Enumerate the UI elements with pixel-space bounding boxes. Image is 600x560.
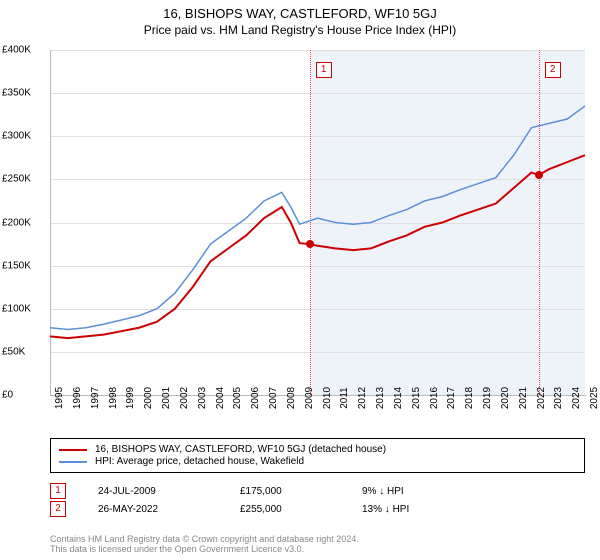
x-tick-label: 2021 <box>518 387 529 409</box>
x-tick-label: 2025 <box>589 387 600 409</box>
x-tick-label: 2016 <box>429 387 440 409</box>
chart-subtitle: Price paid vs. HM Land Registry's House … <box>0 21 600 37</box>
legend-swatch <box>59 461 87 463</box>
x-tick-label: 2020 <box>500 387 511 409</box>
x-tick-label: 2018 <box>464 387 475 409</box>
sale-point <box>535 171 543 179</box>
marker-number-box: 2 <box>545 62 561 78</box>
footer-line-1: Contains HM Land Registry data © Crown c… <box>50 534 585 544</box>
x-tick-label: 2009 <box>304 387 315 409</box>
x-tick-label: 2012 <box>357 387 368 409</box>
y-tick-label: £250K <box>2 174 31 185</box>
x-tick-label: 2011 <box>339 387 350 409</box>
sale-hpi-note: 9% ↓ HPI <box>362 486 404 497</box>
sale-date: 26-MAY-2022 <box>98 504 208 515</box>
series-line <box>50 106 585 329</box>
sale-price: £255,000 <box>240 504 330 515</box>
y-tick-label: £300K <box>2 131 31 142</box>
x-tick-label: 2023 <box>553 387 564 409</box>
sales-table: 1 24-JUL-2009 £175,000 9% ↓ HPI 2 26-MAY-2022… <box>50 481 585 519</box>
y-tick-label: £350K <box>2 88 31 99</box>
x-tick-label: 2000 <box>143 387 154 409</box>
x-tick-label: 1997 <box>90 387 101 409</box>
x-tick-label: 2002 <box>179 387 190 409</box>
sale-point <box>306 240 314 248</box>
legend-item: HPI: Average price, detached house, Wake… <box>59 456 576 467</box>
y-tick-label: £50K <box>2 346 25 357</box>
x-tick-label: 1999 <box>125 387 136 409</box>
x-tick-label: 2007 <box>268 387 279 409</box>
x-tick-label: 2003 <box>197 387 208 409</box>
title-block: 16, BISHOPS WAY, CASTLEFORD, WF10 5GJ Pr… <box>0 0 600 37</box>
y-tick-label: £150K <box>2 260 31 271</box>
chart-container: 16, BISHOPS WAY, CASTLEFORD, WF10 5GJ Pr… <box>0 0 600 560</box>
footer-attribution: Contains HM Land Registry data © Crown c… <box>50 534 585 554</box>
sale-date: 24-JUL-2009 <box>98 486 208 497</box>
x-tick-label: 2017 <box>446 387 457 409</box>
x-tick-label: 2004 <box>215 387 226 409</box>
x-tick-label: 2015 <box>411 387 422 409</box>
marker-number-box: 1 <box>316 62 332 78</box>
footer-line-2: This data is licensed under the Open Gov… <box>50 544 585 554</box>
sale-row: 2 26-MAY-2022 £255,000 13% ↓ HPI <box>50 501 585 517</box>
legend-swatch <box>59 449 87 451</box>
legend-label: HPI: Average price, detached house, Wake… <box>95 456 304 467</box>
x-tick-label: 2024 <box>571 387 582 409</box>
x-tick-label: 2014 <box>393 387 404 409</box>
y-tick-label: £0 <box>2 390 13 401</box>
chart-lines-svg <box>50 50 585 395</box>
sale-number-box: 1 <box>50 483 66 499</box>
y-tick-label: £200K <box>2 217 31 228</box>
x-tick-label: 2008 <box>286 387 297 409</box>
x-tick-label: 2005 <box>232 387 243 409</box>
chart-title: 16, BISHOPS WAY, CASTLEFORD, WF10 5GJ <box>0 6 600 21</box>
legend-label: 16, BISHOPS WAY, CASTLEFORD, WF10 5GJ (d… <box>95 444 386 455</box>
sale-price: £175,000 <box>240 486 330 497</box>
sale-number-box: 2 <box>50 501 66 517</box>
y-tick-label: £400K <box>2 45 31 56</box>
series-line <box>50 155 585 338</box>
x-tick-label: 1998 <box>108 387 119 409</box>
x-tick-label: 2013 <box>375 387 386 409</box>
y-tick-label: £100K <box>2 303 31 314</box>
x-tick-label: 2001 <box>161 387 172 409</box>
x-tick-label: 2019 <box>482 387 493 409</box>
x-tick-label: 2010 <box>322 387 333 409</box>
x-tick-label: 2006 <box>250 387 261 409</box>
legend-item: 16, BISHOPS WAY, CASTLEFORD, WF10 5GJ (d… <box>59 444 576 455</box>
x-tick-label: 1995 <box>54 387 65 409</box>
x-tick-label: 2022 <box>536 387 547 409</box>
legend-box: 16, BISHOPS WAY, CASTLEFORD, WF10 5GJ (d… <box>50 438 585 473</box>
x-tick-label: 1996 <box>72 387 83 409</box>
sale-row: 1 24-JUL-2009 £175,000 9% ↓ HPI <box>50 483 585 499</box>
sale-hpi-note: 13% ↓ HPI <box>362 504 409 515</box>
